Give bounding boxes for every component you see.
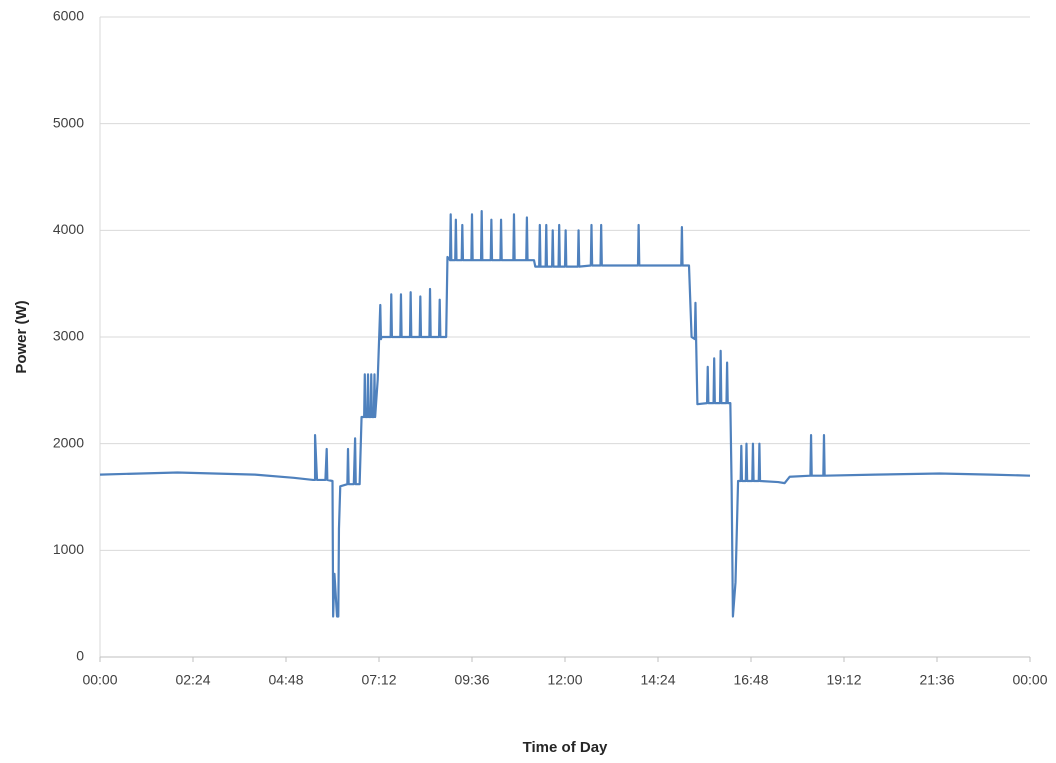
x-tick-label: 09:36	[454, 672, 489, 688]
y-tick-label: 3000	[53, 328, 84, 344]
x-axis-title: Time of Day	[523, 739, 608, 756]
x-tick-label: 04:48	[268, 672, 303, 688]
data-line	[99, 210, 1031, 618]
x-tick-label: 02:24	[175, 672, 210, 688]
y-tick-label: 0	[76, 648, 84, 664]
y-axis-title: Power (W)	[13, 300, 30, 373]
y-tick-label: 2000	[53, 434, 84, 450]
x-tick-label: 00:00	[82, 672, 117, 688]
y-tick-label: 6000	[53, 8, 84, 24]
x-tick-label: 21:36	[919, 672, 954, 688]
y-tick-label: 5000	[53, 114, 84, 130]
x-tick-label: 14:24	[640, 672, 675, 688]
x-tick-label: 07:12	[361, 672, 396, 688]
x-tick-label: 16:48	[733, 672, 768, 688]
x-tick-label: 12:00	[547, 672, 582, 688]
y-tick-label: 1000	[53, 541, 84, 557]
x-tick-label: 19:12	[826, 672, 861, 688]
y-tick-label: 4000	[53, 221, 84, 237]
x-tick-label: 00:00	[1012, 672, 1047, 688]
